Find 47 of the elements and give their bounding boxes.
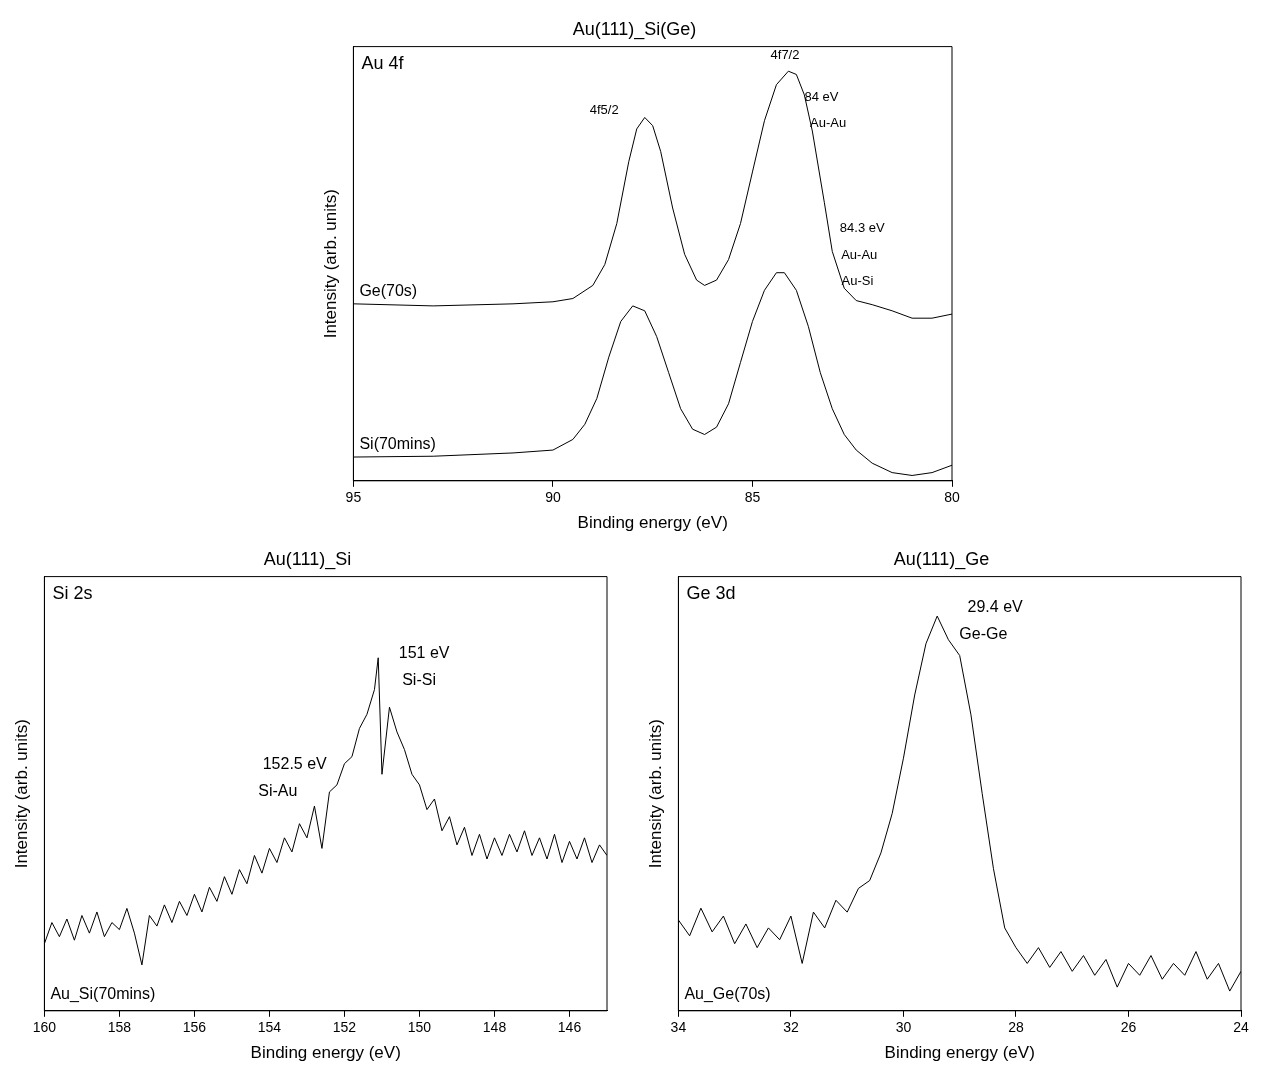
annotation: Si-Au: [258, 781, 298, 799]
series-label: Si(70mins): [359, 435, 436, 453]
x-tick-label: 30: [895, 1019, 912, 1036]
chart-title: Au(111)_Si(Ge): [572, 18, 697, 40]
text: 4f7/2: [770, 47, 800, 63]
annotation: 151 eV: [398, 643, 450, 661]
x-tick-label: 148: [482, 1019, 507, 1036]
annotation: Au-Au: [810, 115, 847, 131]
x-tick-label: 90: [545, 489, 561, 506]
x-tick-label: 146: [557, 1019, 582, 1036]
x-tick-label: 32: [783, 1019, 799, 1036]
y-axis-title: Intensity (arb. units): [645, 719, 665, 869]
x-tick-label: 152: [332, 1019, 357, 1036]
x-tick-label: 156: [182, 1019, 207, 1036]
x-axis-title: Binding energy (eV): [250, 1043, 401, 1063]
series-label: Ge(70s): [359, 282, 418, 300]
x-axis-title: Binding energy (eV): [577, 513, 728, 533]
chart-title: Au(111)_Si: [263, 548, 352, 570]
x-tick-label: 95: [345, 489, 362, 506]
annotation: 84 eV: [804, 88, 839, 104]
text: Si 2s: [52, 582, 93, 603]
chart-title: Au(111)_Ge: [893, 548, 990, 570]
text: Ge 3d: [686, 582, 736, 603]
y-axis-title: Intensity (arb. units): [320, 189, 340, 339]
series-label: Au_Si(70mins): [50, 985, 156, 1004]
x-tick-label: 34: [670, 1019, 687, 1036]
text: Au_Ge(70s): [684, 985, 771, 1004]
x-tick-label: 158: [107, 1019, 132, 1036]
x-tick-label: 150: [407, 1019, 432, 1036]
annotation: 152.5 eV: [262, 755, 328, 773]
y-axis-title: Intensity (arb. units): [11, 719, 31, 869]
x-axis-title: Binding energy (eV): [884, 1043, 1035, 1063]
x-tick-label: 85: [744, 489, 761, 506]
x-tick-label: 26: [1120, 1019, 1137, 1036]
annotation: Si-Si: [402, 671, 436, 689]
x-tick-label: 154: [257, 1019, 282, 1036]
x-tick-label: 160: [32, 1019, 57, 1036]
annotation: 4f5/2: [589, 102, 619, 118]
x-tick-label: 80: [944, 489, 960, 506]
annotation: Au 4f: [361, 52, 405, 73]
x-tick-label: 24: [1233, 1019, 1249, 1036]
annotation: 84.3 eV: [839, 219, 885, 235]
annotation: Au-Si: [841, 272, 874, 288]
annotation: Au-Au: [841, 246, 878, 262]
annotation: Ge-Ge: [959, 625, 1008, 643]
x-tick-label: 28: [1008, 1019, 1024, 1036]
text: 29.4 eV: [967, 597, 1024, 615]
